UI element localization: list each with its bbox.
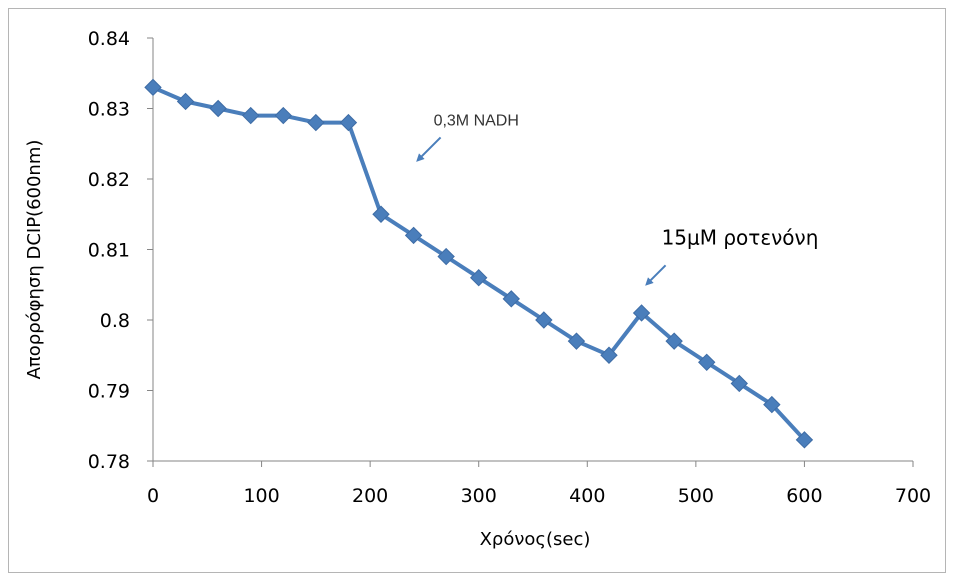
data-point: [372, 205, 390, 223]
y-tick-label: 0.84: [88, 28, 130, 50]
data-point: [632, 304, 651, 322]
x-tick-label: 700: [895, 485, 931, 507]
data-point: [274, 106, 292, 125]
data-point: [665, 332, 683, 350]
data-point: [795, 431, 814, 449]
x-tick-label: 500: [678, 485, 714, 507]
series-layer: [144, 78, 814, 449]
data-point: [502, 290, 520, 308]
annotation-label: 0,3M NADH: [434, 112, 519, 129]
y-axis-title: Απορρόφηση DCIP(600nm): [24, 140, 45, 380]
data-point: [730, 374, 748, 393]
data-point: [567, 332, 586, 350]
annotation-label: 15μM ροτενόνη: [662, 225, 819, 249]
data-point: [600, 346, 618, 364]
data-point: [339, 113, 358, 132]
data-point: [763, 395, 781, 414]
series-line: [152, 85, 806, 442]
x-tick-label: 200: [352, 485, 388, 507]
data-point: [209, 99, 227, 118]
data-point: [242, 106, 260, 125]
x-tick-label: 600: [786, 485, 822, 507]
data-point: [404, 226, 423, 245]
x-tick-label: 0: [147, 485, 159, 507]
y-tick-label: 0.79: [88, 381, 130, 403]
y-tick-label: 0.82: [88, 169, 130, 191]
data-point: [144, 78, 162, 97]
x-tick-label: 400: [569, 485, 605, 507]
data-point: [437, 247, 455, 266]
annotation-arrow: [416, 136, 442, 162]
annotation-arrow: [645, 264, 667, 286]
axes: 0.78 0.79 0.8 0.81 0.82 0.83 0.84 0 100 200 300 400…: [88, 28, 931, 507]
y-tick-label: 0.81: [88, 240, 130, 262]
data-point: [307, 113, 325, 132]
y-tick-label: 0.78: [88, 451, 130, 473]
chart-frame: [8, 8, 946, 573]
x-tick-label: 300: [461, 485, 497, 507]
annotations: 0,3M NADH 15μM ροτενόνη: [416, 112, 819, 286]
data-point: [535, 311, 553, 329]
data-point: [176, 92, 195, 111]
data-point: [470, 268, 488, 287]
y-tick-label: 0.8: [100, 310, 130, 332]
y-tick-label: 0.83: [88, 99, 130, 121]
data-point: [698, 353, 716, 372]
x-tick-label: 100: [243, 485, 279, 507]
x-axis-title: Χρόνος(sec): [480, 529, 591, 550]
